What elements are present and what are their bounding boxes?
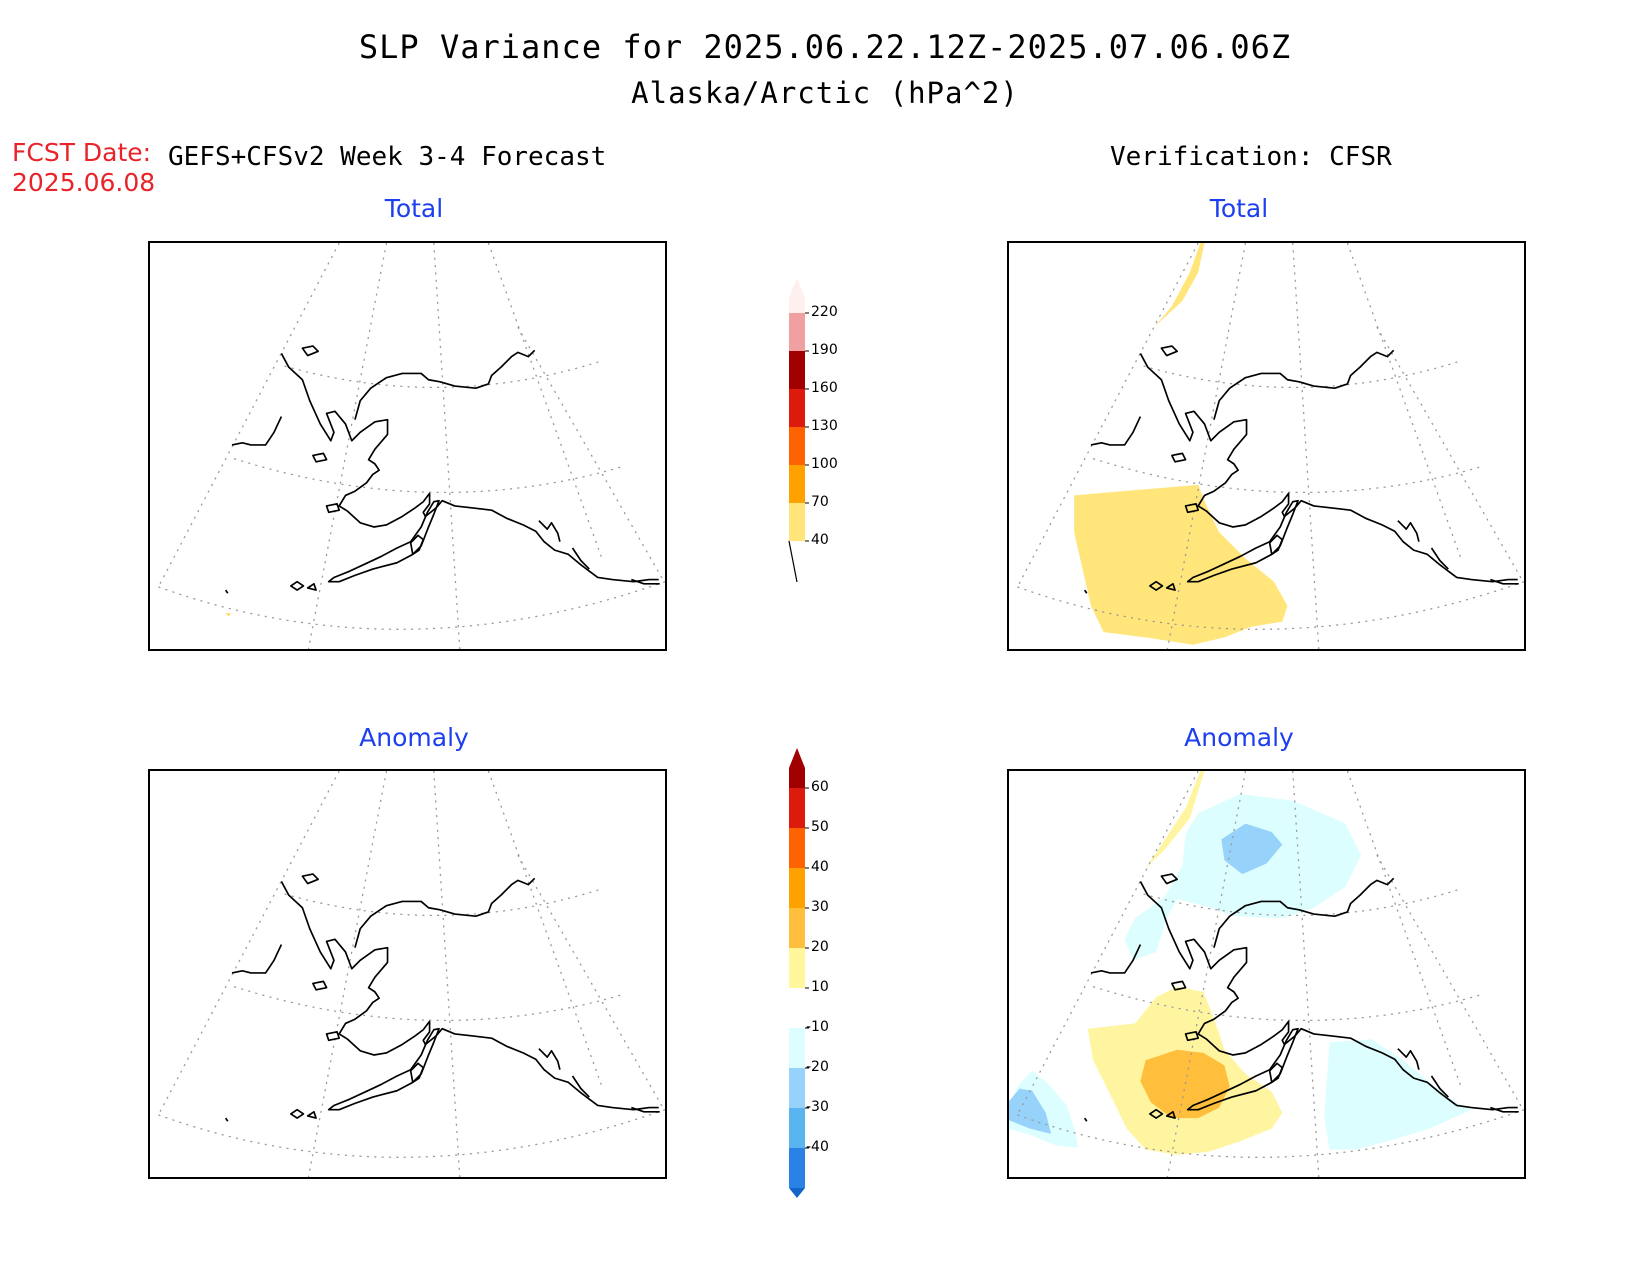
colorbar-total-swatch-2 bbox=[789, 351, 805, 389]
fcst-date: FCST Date: 2025.06.08 bbox=[12, 138, 155, 198]
colorbar-anomaly-swatch-6 bbox=[789, 988, 805, 1028]
subtitle: Alaska/Arctic (hPa^2) bbox=[631, 76, 1019, 110]
verification-anomaly-title: Anomaly bbox=[1184, 723, 1294, 752]
forecast-total-title: Total bbox=[384, 194, 444, 223]
colorbar-anomaly-swatch-10 bbox=[789, 1148, 805, 1188]
colorbar-anomaly-label-30: 30 bbox=[811, 899, 829, 915]
colorbar-anomaly-swatch-0 bbox=[789, 748, 805, 788]
colorbar-anomaly-label-10: 10 bbox=[811, 979, 829, 995]
colorbar-anomaly-label-minus40: -40 bbox=[806, 1139, 829, 1155]
colorbar-anomaly-swatch-1 bbox=[789, 788, 805, 828]
verification-anomaly-map bbox=[1007, 769, 1526, 1179]
colorbar-total-label-220: 220 bbox=[811, 304, 838, 320]
main-title: SLP Variance for 2025.06.22.12Z-2025.07.… bbox=[358, 28, 1292, 66]
fcst-date-value: 2025.06.08 bbox=[12, 168, 156, 197]
colorbar-anomaly-swatch-8 bbox=[789, 1068, 805, 1108]
colorbar-anomaly bbox=[789, 748, 809, 1198]
colorbar-total-swatch-1 bbox=[789, 313, 805, 351]
fcst-date-label: FCST Date: bbox=[12, 138, 152, 167]
colorbar-total bbox=[788, 278, 809, 583]
colorbar-anomaly-label-40: 40 bbox=[811, 859, 829, 875]
colorbar-anomaly-swatch-11 bbox=[789, 1188, 805, 1198]
colorbar-total-swatch-4 bbox=[789, 427, 805, 465]
colorbar-anomaly-label-minus20: -20 bbox=[806, 1059, 829, 1075]
colorbar-total-swatch-0 bbox=[789, 278, 805, 313]
forecast-header: GEFS+CFSv2 Week 3-4 Forecast bbox=[168, 142, 607, 172]
colorbar-anomaly-label-20: 20 bbox=[811, 939, 829, 955]
colorbar-total-swatch-5 bbox=[789, 465, 805, 503]
colorbar-total-swatch-3 bbox=[789, 389, 805, 427]
colorbar-anomaly-label-50: 50 bbox=[811, 819, 829, 835]
colorbar-anomaly-label-minus10: -10 bbox=[806, 1019, 829, 1035]
colorbar-total-label-40: 40 bbox=[811, 532, 829, 548]
colorbar-total-label-100: 100 bbox=[811, 456, 838, 472]
forecast-total-map bbox=[148, 241, 667, 651]
colorbar-anomaly-swatch-4 bbox=[789, 908, 805, 948]
colorbar-anomaly-swatch-5 bbox=[789, 948, 805, 988]
colorbar-total-swatch-6 bbox=[789, 503, 805, 541]
colorbar-anomaly-swatch-2 bbox=[789, 828, 805, 868]
colorbar-anomaly-swatch-7 bbox=[789, 1028, 805, 1068]
forecast-anomaly-title: Anomaly bbox=[359, 723, 469, 752]
colorbar-total-label-160: 160 bbox=[811, 380, 838, 396]
verification-header: Verification: CFSR bbox=[1110, 142, 1392, 172]
colorbar-total-label-130: 130 bbox=[811, 418, 838, 434]
verification-total-title: Total bbox=[1209, 194, 1269, 223]
colorbar-total-label-190: 190 bbox=[811, 342, 838, 358]
colorbar-total-label-70: 70 bbox=[811, 494, 829, 510]
colorbar-anomaly-swatch-3 bbox=[789, 868, 805, 908]
colorbar-anomaly-label-60: 60 bbox=[811, 779, 829, 795]
colorbar-anomaly-label-minus30: -30 bbox=[806, 1099, 829, 1115]
colorbar-anomaly-swatch-9 bbox=[789, 1108, 805, 1148]
forecast-anomaly-map bbox=[148, 769, 667, 1179]
verification-total-map bbox=[1007, 241, 1526, 651]
